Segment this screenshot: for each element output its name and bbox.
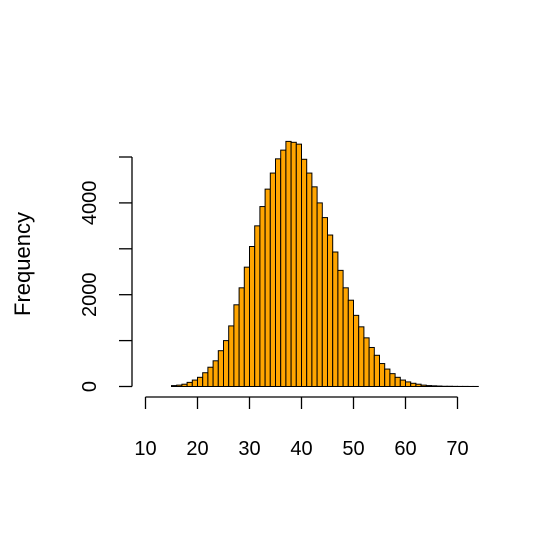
histogram-bar	[280, 149, 287, 387]
histogram-bar	[202, 372, 209, 388]
y-axis-label: Frequency	[10, 212, 35, 316]
histogram-bar	[368, 346, 375, 387]
histogram-bar	[415, 383, 422, 387]
histogram-bar	[332, 251, 339, 387]
histogram-bar	[347, 299, 354, 388]
x-tick-label: 20	[186, 438, 208, 460]
histogram-bar	[311, 186, 318, 387]
histogram-bar	[394, 376, 401, 388]
x-tick-label: 10	[134, 438, 156, 460]
histogram-bar	[217, 350, 225, 387]
histogram-bar	[337, 269, 344, 387]
histogram-bar	[321, 217, 328, 387]
y-tick-label: 2000	[79, 272, 101, 317]
x-tick-label: 40	[290, 438, 312, 460]
histogram-bar	[410, 382, 417, 387]
histogram-bar	[363, 337, 370, 388]
histogram-bar	[249, 246, 256, 387]
histogram-bar	[301, 158, 308, 387]
histogram-bar	[290, 141, 297, 387]
histogram-bar	[191, 379, 199, 388]
x-tick-label: 30	[238, 438, 260, 460]
histogram-bar	[186, 381, 193, 387]
histogram-bar	[399, 379, 406, 388]
histogram-bar	[420, 384, 427, 387]
histogram-bar	[181, 383, 188, 387]
histogram-bar	[176, 384, 183, 387]
histogram-bar	[373, 354, 380, 387]
histogram-bar	[425, 385, 432, 388]
histogram-bar	[353, 314, 360, 388]
histogram-bar	[384, 368, 391, 388]
histogram-bar	[327, 234, 334, 387]
histogram-bar	[269, 172, 276, 387]
histogram-bar	[207, 366, 214, 387]
histogram-bar	[254, 225, 261, 387]
histogram-bar	[316, 202, 323, 387]
histogram-bar	[379, 363, 386, 387]
x-tick-label: 70	[446, 438, 468, 460]
histogram-bar	[238, 287, 245, 387]
histogram-bar	[212, 360, 219, 387]
x-tick-label: 50	[342, 438, 364, 460]
histogram-bar	[285, 140, 292, 387]
histogram-bar	[223, 340, 230, 388]
histogram-bar	[197, 376, 204, 388]
histogram-bar	[228, 325, 235, 387]
histogram-bar	[431, 385, 438, 387]
x-axis: 10 20 30 40 50 60 70	[134, 396, 469, 460]
histogram-bar	[342, 287, 349, 387]
histogram-bar	[259, 206, 266, 387]
y-axis: 0 2000 4000	[79, 156, 133, 392]
histogram-bar	[264, 188, 271, 387]
histogram-bar	[233, 304, 240, 388]
histogram-bar	[243, 266, 251, 387]
histogram-bar	[358, 326, 365, 387]
x-tick-label: 60	[394, 438, 416, 460]
y-tick-label: 4000	[79, 181, 101, 226]
histogram-bar	[405, 381, 412, 388]
histogram-bar	[275, 158, 282, 387]
y-tick-label: 0	[79, 381, 101, 392]
histogram-bar	[306, 172, 313, 387]
histogram-bars	[171, 140, 479, 388]
histogram-bar	[171, 385, 178, 388]
histogram-bar	[389, 373, 396, 388]
histogram-bar	[295, 143, 302, 387]
